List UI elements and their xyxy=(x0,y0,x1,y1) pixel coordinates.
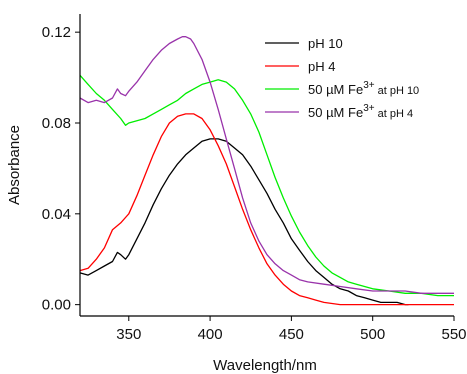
legend-label-2: pH 4 xyxy=(308,59,335,74)
legend-label-main: pH 4 xyxy=(308,59,335,74)
y-tick-label: 0.04 xyxy=(42,206,71,223)
y-tick-label: 0.00 xyxy=(42,297,71,314)
legend-label-main: pH 10 xyxy=(308,36,343,51)
series-line-1 xyxy=(79,138,409,306)
axes xyxy=(79,14,454,317)
y-tick-label: 0.08 xyxy=(42,115,71,132)
legend-label-3: 50 µM Fe3+ at pH 10 xyxy=(308,80,419,97)
legend-label-sup: 3+ xyxy=(363,80,375,91)
x-tick-label: 400 xyxy=(198,326,223,343)
x-tick-label: 350 xyxy=(116,326,141,343)
series-line-2 xyxy=(79,113,454,306)
legend-label-sup: 3+ xyxy=(363,103,375,114)
legend-label-tail: at pH 10 xyxy=(378,85,420,97)
y-axis-title: Absorbance xyxy=(6,125,23,205)
y-tick-label: 0.12 xyxy=(42,24,71,41)
series-line-4 xyxy=(79,36,454,294)
legend-label-main: 50 µM Fe xyxy=(308,105,363,120)
x-tick-label: 550 xyxy=(441,326,466,343)
legend-label-main: 50 µM Fe xyxy=(308,82,363,97)
series-line-3 xyxy=(79,74,454,297)
x-tick-label: 500 xyxy=(360,326,385,343)
legend-label-1: pH 10 xyxy=(308,36,343,51)
x-axis-title: Wavelength/nm xyxy=(213,357,317,374)
legend-label-4: 50 µM Fe3+ at pH 4 xyxy=(308,103,413,120)
x-tick-label: 450 xyxy=(279,326,304,343)
ticks: 350 400 450 500 550 0.00 0.04 0.08 0.12 xyxy=(42,24,467,343)
plot-series xyxy=(79,36,454,306)
legend-label-tail: at pH 4 xyxy=(378,108,413,120)
